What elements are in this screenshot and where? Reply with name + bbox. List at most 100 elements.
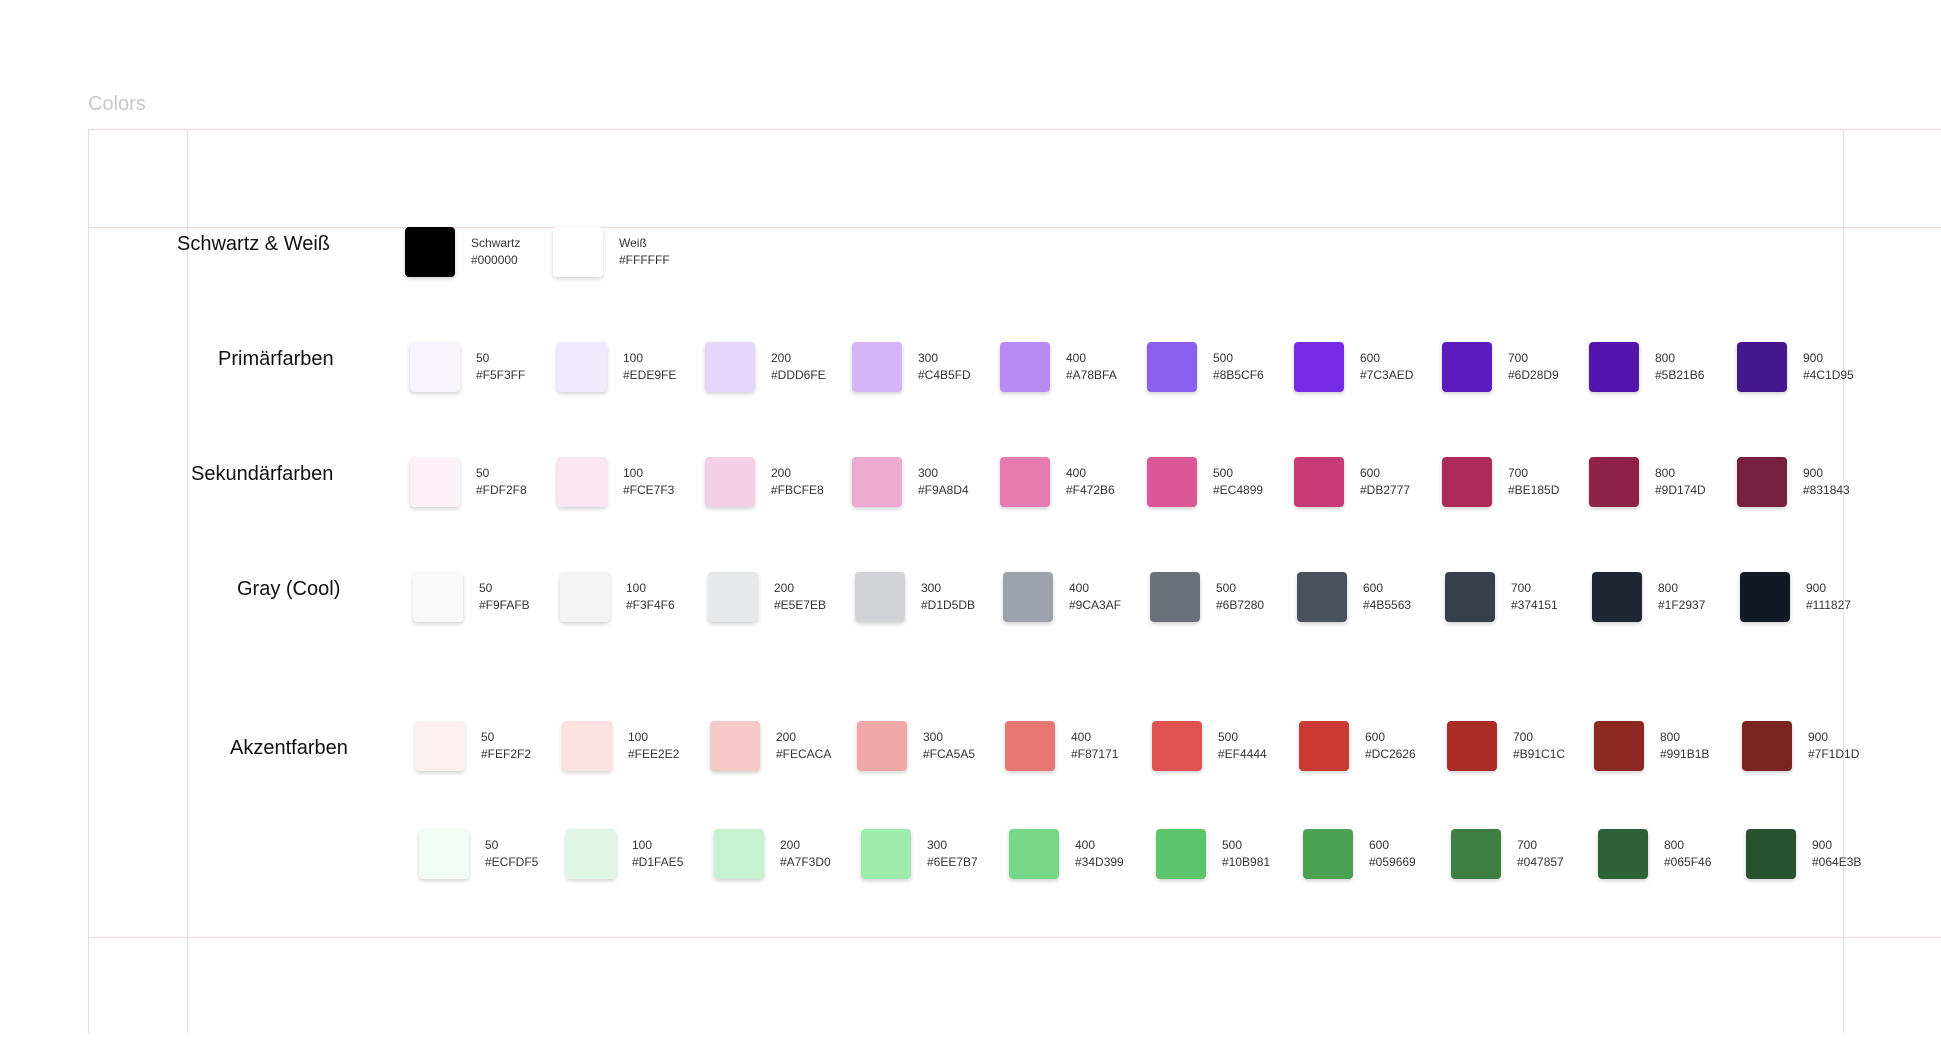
swatch-chip[interactable] — [1740, 572, 1790, 622]
color-swatch[interactable]: 600 #4B5563 — [1297, 572, 1411, 622]
color-swatch[interactable]: 300 #6EE7B7 — [861, 829, 978, 879]
swatch-chip[interactable] — [415, 721, 465, 771]
swatch-chip[interactable] — [1589, 457, 1639, 507]
color-swatch[interactable]: 100 #FCE7F3 — [557, 457, 674, 507]
color-swatch[interactable]: 400 #A78BFA — [1000, 342, 1117, 392]
swatch-chip[interactable] — [1737, 457, 1787, 507]
swatch-chip[interactable] — [1442, 342, 1492, 392]
swatch-chip[interactable] — [1445, 572, 1495, 622]
color-swatch[interactable]: 400 #34D399 — [1009, 829, 1124, 879]
swatch-chip[interactable] — [410, 342, 460, 392]
color-swatch[interactable]: 100 #D1FAE5 — [566, 829, 683, 879]
swatch-chip[interactable] — [1737, 342, 1787, 392]
swatch-chip[interactable] — [419, 829, 469, 879]
swatch-chip[interactable] — [413, 572, 463, 622]
swatch-chip[interactable] — [557, 342, 607, 392]
color-swatch[interactable]: 700 #BE185D — [1442, 457, 1559, 507]
color-swatch[interactable]: 600 #059669 — [1303, 829, 1416, 879]
swatch-chip[interactable] — [1294, 457, 1344, 507]
color-swatch[interactable]: 900 #111827 — [1740, 572, 1851, 622]
color-swatch[interactable]: 600 #DC2626 — [1299, 721, 1416, 771]
swatch-chip[interactable] — [852, 342, 902, 392]
color-swatch[interactable]: 200 #E5E7EB — [708, 572, 826, 622]
color-swatch[interactable]: 50 #FDF2F8 — [410, 457, 527, 507]
color-swatch[interactable]: 50 #FEF2F2 — [415, 721, 531, 771]
swatch-chip[interactable] — [1003, 572, 1053, 622]
swatch-chip[interactable] — [1442, 457, 1492, 507]
swatch-chip[interactable] — [553, 227, 603, 277]
color-swatch[interactable]: 400 #F87171 — [1005, 721, 1118, 771]
color-swatch[interactable]: 50 #F5F3FF — [410, 342, 525, 392]
color-swatch[interactable]: 400 #9CA3AF — [1003, 572, 1121, 622]
swatch-chip[interactable] — [1156, 829, 1206, 879]
color-swatch[interactable]: Weiß #FFFFFF — [553, 227, 670, 277]
color-swatch[interactable]: 100 #EDE9FE — [557, 342, 676, 392]
swatch-chip[interactable] — [714, 829, 764, 879]
color-swatch[interactable]: 900 #4C1D95 — [1737, 342, 1854, 392]
swatch-chip[interactable] — [562, 721, 612, 771]
swatch-chip[interactable] — [1589, 342, 1639, 392]
color-swatch[interactable]: 900 #064E3B — [1746, 829, 1861, 879]
color-swatch[interactable]: 500 #EF4444 — [1152, 721, 1267, 771]
color-swatch[interactable]: 800 #5B21B6 — [1589, 342, 1704, 392]
color-swatch[interactable]: 600 #DB2777 — [1294, 457, 1410, 507]
color-swatch[interactable]: 700 #047857 — [1451, 829, 1564, 879]
swatch-chip[interactable] — [1000, 342, 1050, 392]
swatch-chip[interactable] — [1594, 721, 1644, 771]
swatch-chip[interactable] — [1294, 342, 1344, 392]
color-swatch[interactable]: 100 #F3F4F6 — [560, 572, 675, 622]
swatch-chip[interactable] — [1303, 829, 1353, 879]
swatch-chip[interactable] — [1152, 721, 1202, 771]
color-swatch[interactable]: 700 #B91C1C — [1447, 721, 1565, 771]
color-swatch[interactable]: 300 #F9A8D4 — [852, 457, 969, 507]
color-swatch[interactable]: 50 #F9FAFB — [413, 572, 530, 622]
color-swatch[interactable]: 300 #C4B5FD — [852, 342, 971, 392]
swatch-chip[interactable] — [705, 457, 755, 507]
color-swatch[interactable]: 800 #065F46 — [1598, 829, 1711, 879]
color-swatch[interactable]: 500 #EC4899 — [1147, 457, 1263, 507]
swatch-chip[interactable] — [1009, 829, 1059, 879]
swatch-chip[interactable] — [1147, 457, 1197, 507]
color-swatch[interactable]: 700 #374151 — [1445, 572, 1558, 622]
swatch-chip[interactable] — [1746, 829, 1796, 879]
swatch-chip[interactable] — [557, 457, 607, 507]
color-swatch[interactable]: 700 #6D28D9 — [1442, 342, 1559, 392]
color-swatch[interactable]: 300 #D1D5DB — [855, 572, 975, 622]
swatch-chip[interactable] — [1447, 721, 1497, 771]
color-swatch[interactable]: 300 #FCA5A5 — [857, 721, 975, 771]
swatch-chip[interactable] — [852, 457, 902, 507]
color-swatch[interactable]: 200 #FBCFE8 — [705, 457, 824, 507]
color-swatch[interactable]: Schwartz #000000 — [405, 227, 520, 277]
swatch-chip[interactable] — [855, 572, 905, 622]
color-swatch[interactable]: 500 #6B7280 — [1150, 572, 1264, 622]
color-swatch[interactable]: 800 #1F2937 — [1592, 572, 1705, 622]
color-swatch[interactable]: 200 #A7F3D0 — [714, 829, 831, 879]
color-swatch[interactable]: 900 #831843 — [1737, 457, 1850, 507]
color-swatch[interactable]: 400 #F472B6 — [1000, 457, 1115, 507]
swatch-chip[interactable] — [857, 721, 907, 771]
swatch-chip[interactable] — [405, 227, 455, 277]
swatch-chip[interactable] — [1005, 721, 1055, 771]
color-swatch[interactable]: 800 #9D174D — [1589, 457, 1706, 507]
swatch-chip[interactable] — [710, 721, 760, 771]
color-swatch[interactable]: 500 #10B981 — [1156, 829, 1270, 879]
swatch-chip[interactable] — [1299, 721, 1349, 771]
swatch-chip[interactable] — [1000, 457, 1050, 507]
color-swatch[interactable]: 600 #7C3AED — [1294, 342, 1413, 392]
color-swatch[interactable]: 900 #7F1D1D — [1742, 721, 1859, 771]
swatch-chip[interactable] — [1742, 721, 1792, 771]
color-swatch[interactable]: 50 #ECFDF5 — [419, 829, 538, 879]
color-swatch[interactable]: 800 #991B1B — [1594, 721, 1709, 771]
swatch-chip[interactable] — [410, 457, 460, 507]
swatch-chip[interactable] — [1297, 572, 1347, 622]
color-swatch[interactable]: 100 #FEE2E2 — [562, 721, 679, 771]
swatch-chip[interactable] — [1598, 829, 1648, 879]
color-swatch[interactable]: 500 #8B5CF6 — [1147, 342, 1264, 392]
color-swatch[interactable]: 200 #FECACA — [710, 721, 831, 771]
swatch-chip[interactable] — [560, 572, 610, 622]
swatch-chip[interactable] — [566, 829, 616, 879]
swatch-chip[interactable] — [708, 572, 758, 622]
swatch-chip[interactable] — [861, 829, 911, 879]
swatch-chip[interactable] — [1150, 572, 1200, 622]
swatch-chip[interactable] — [1147, 342, 1197, 392]
